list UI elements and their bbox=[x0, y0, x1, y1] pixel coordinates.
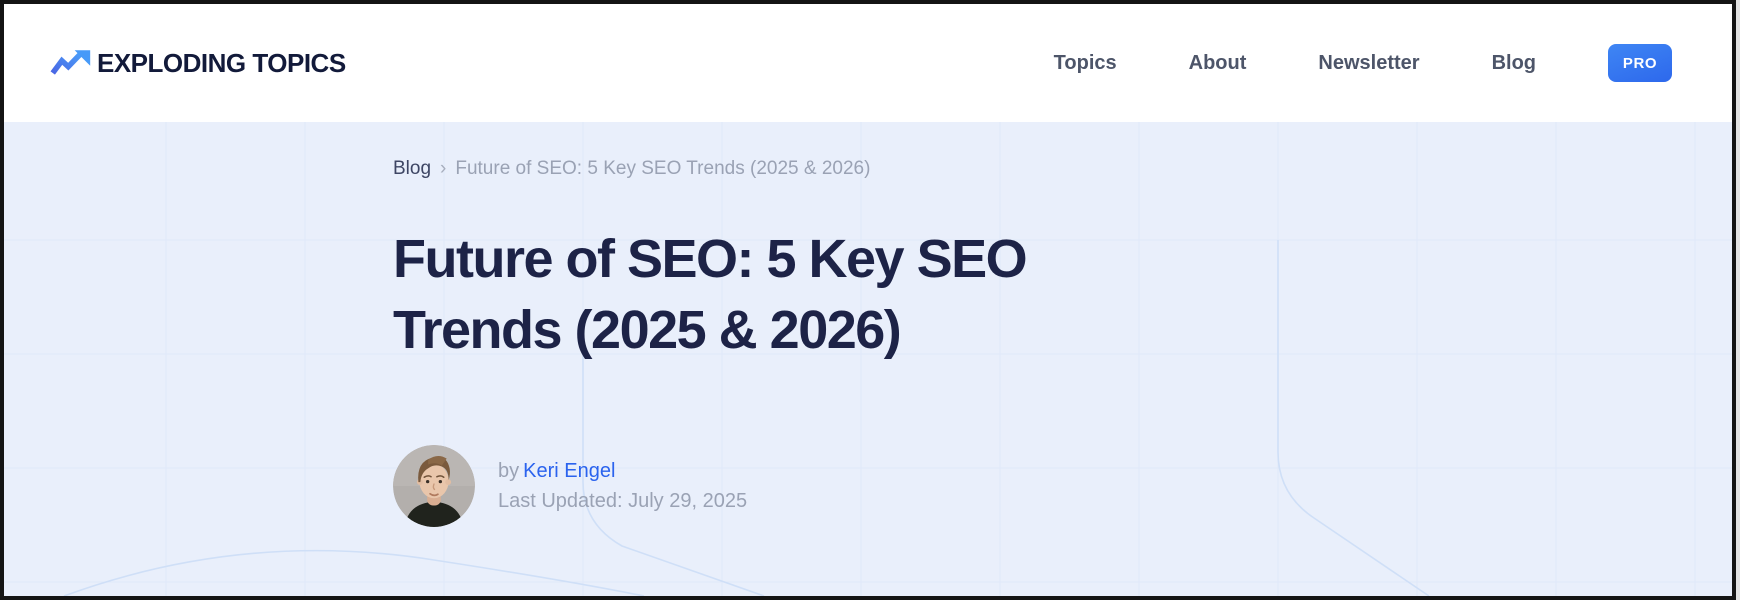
article-hero: Blog › Future of SEO: 5 Key SEO Trends (… bbox=[4, 122, 1732, 596]
author-link[interactable]: Keri Engel bbox=[523, 459, 616, 482]
nav-item-topics[interactable]: Topics bbox=[1053, 51, 1117, 74]
breadcrumb: Blog › Future of SEO: 5 Key SEO Trends (… bbox=[393, 122, 1343, 180]
nav-item-blog[interactable]: Blog bbox=[1491, 51, 1536, 74]
nav-item-about[interactable]: About bbox=[1188, 51, 1247, 74]
brand-name: EXPLODING TOPICS bbox=[97, 47, 346, 78]
primary-nav: Topics About Newsletter Blog bbox=[1054, 52, 1536, 75]
last-updated: Last Updated: July 29, 2025 bbox=[498, 489, 748, 512]
breadcrumb-separator-icon: › bbox=[440, 158, 447, 179]
byline-prefix: by bbox=[498, 459, 520, 482]
author-meta: by Keri Engel Last Updated: July 29, 2025 bbox=[498, 460, 747, 513]
site-header: EXPLODING TOPICS Topics About Newsletter… bbox=[4, 4, 1732, 122]
author-avatar bbox=[393, 445, 475, 528]
page-title: Future of SEO: 5 Key SEO Trends (2025 & … bbox=[393, 229, 1028, 360]
breadcrumb-current-page: Future of SEO: 5 Key SEO Trends (2025 & … bbox=[455, 158, 871, 179]
hero-content: Blog › Future of SEO: 5 Key SEO Trends (… bbox=[393, 122, 1343, 528]
pro-button[interactable]: PRO bbox=[1608, 44, 1672, 82]
trending-up-arrow-icon bbox=[50, 50, 91, 75]
breadcrumb-blog-link[interactable]: Blog bbox=[393, 158, 432, 179]
brand-logo[interactable]: EXPLODING TOPICS bbox=[50, 48, 346, 79]
author-block: by Keri Engel Last Updated: July 29, 2025 bbox=[393, 445, 1343, 528]
nav-item-newsletter[interactable]: Newsletter bbox=[1318, 51, 1420, 74]
